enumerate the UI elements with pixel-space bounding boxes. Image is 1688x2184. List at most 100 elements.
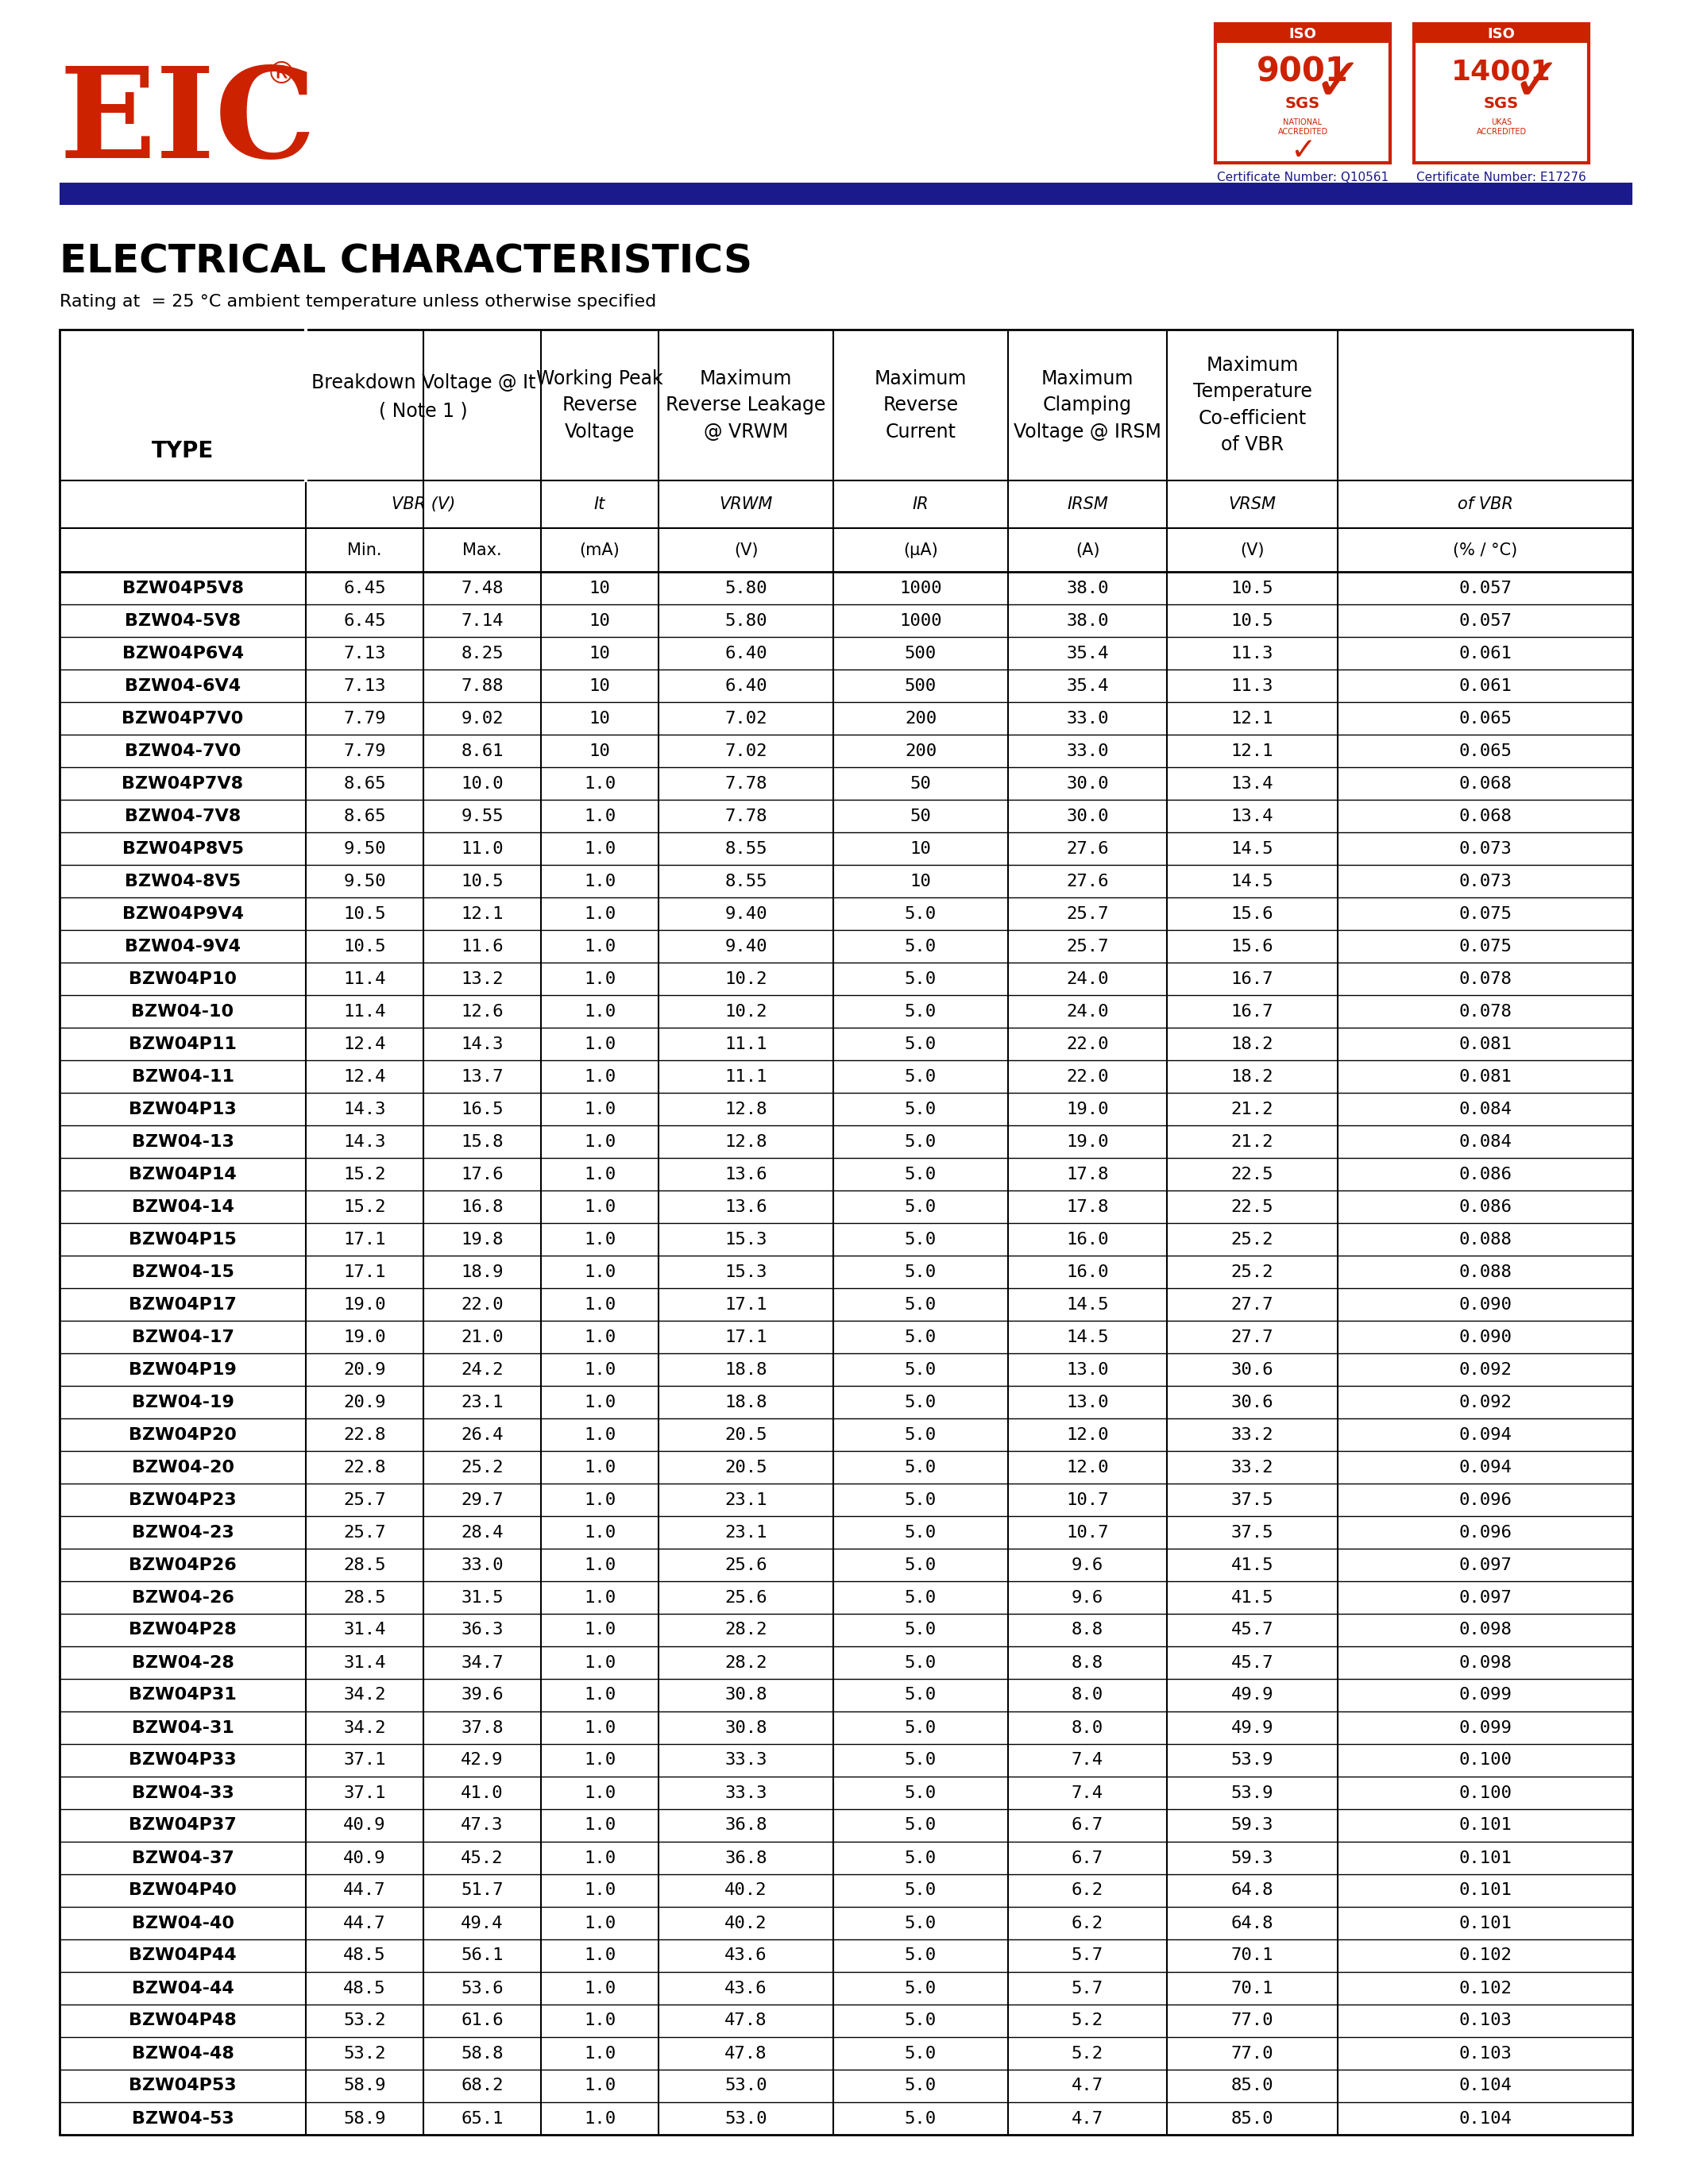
Text: 10.5: 10.5 <box>343 939 387 954</box>
Text: 22.0: 22.0 <box>461 1297 503 1313</box>
Text: 12.1: 12.1 <box>461 906 503 922</box>
Text: 36.8: 36.8 <box>724 1850 766 1865</box>
Text: 43.6: 43.6 <box>724 1948 766 1963</box>
Text: 5.0: 5.0 <box>905 1524 937 1540</box>
Text: 13.0: 13.0 <box>1067 1361 1109 1378</box>
Text: 14.5: 14.5 <box>1067 1330 1109 1345</box>
Text: 45.2: 45.2 <box>461 1850 503 1865</box>
Text: 9.40: 9.40 <box>724 939 766 954</box>
Text: 33.0: 33.0 <box>461 1557 503 1572</box>
Text: BZW04-26: BZW04-26 <box>132 1590 235 1605</box>
Text: 7.78: 7.78 <box>724 808 766 823</box>
Text: 5.0: 5.0 <box>905 1655 937 1671</box>
Text: 17.1: 17.1 <box>343 1265 387 1280</box>
Text: 5.0: 5.0 <box>905 1883 937 1898</box>
Text: 22.8: 22.8 <box>343 1426 387 1444</box>
Text: UKAS
ACCREDITED: UKAS ACCREDITED <box>1477 118 1526 135</box>
Text: 7.13: 7.13 <box>343 677 387 695</box>
Text: 0.097: 0.097 <box>1458 1590 1512 1605</box>
Text: Maximum
Reverse Leakage
@ VRWM: Maximum Reverse Leakage @ VRWM <box>665 369 825 441</box>
Text: Maximum
Clamping
Voltage @ IRSM: Maximum Clamping Voltage @ IRSM <box>1013 369 1161 441</box>
Text: 18.8: 18.8 <box>724 1393 766 1411</box>
Text: 0.102: 0.102 <box>1458 1981 1512 1996</box>
Text: 38.0: 38.0 <box>1067 614 1109 629</box>
Text: 19.0: 19.0 <box>1067 1101 1109 1116</box>
Text: 53.2: 53.2 <box>343 2046 387 2062</box>
Text: 0.057: 0.057 <box>1458 581 1512 596</box>
Text: 53.9: 53.9 <box>1231 1752 1273 1769</box>
Text: 41.0: 41.0 <box>461 1784 503 1802</box>
Text: 8.0: 8.0 <box>1072 1719 1104 1736</box>
Text: 51.7: 51.7 <box>461 1883 503 1898</box>
Text: 1.0: 1.0 <box>584 1035 616 1053</box>
Text: 0.078: 0.078 <box>1458 972 1512 987</box>
Text: 5.0: 5.0 <box>905 1981 937 1996</box>
Text: 15.3: 15.3 <box>724 1232 766 1247</box>
Text: 7.02: 7.02 <box>724 710 766 727</box>
Text: BZW04P19: BZW04P19 <box>128 1361 236 1378</box>
Text: 28.5: 28.5 <box>343 1590 387 1605</box>
Text: 40.2: 40.2 <box>724 1883 766 1898</box>
Text: 1.0: 1.0 <box>584 1719 616 1736</box>
Text: 59.3: 59.3 <box>1231 1817 1273 1832</box>
Text: 0.065: 0.065 <box>1458 743 1512 758</box>
Text: 5.0: 5.0 <box>905 1752 937 1769</box>
Text: 1.0: 1.0 <box>584 1948 616 1963</box>
Text: 0.096: 0.096 <box>1458 1524 1512 1540</box>
Text: 0.103: 0.103 <box>1458 2046 1512 2062</box>
Text: (% / °C): (% / °C) <box>1453 542 1518 557</box>
Text: 7.4: 7.4 <box>1072 1752 1104 1769</box>
Text: BZW04P33: BZW04P33 <box>128 1752 236 1769</box>
Text: 10.5: 10.5 <box>343 906 387 922</box>
Text: 11.3: 11.3 <box>1231 644 1273 662</box>
Text: 1.0: 1.0 <box>584 841 616 856</box>
Text: 11.0: 11.0 <box>461 841 503 856</box>
Text: 11.4: 11.4 <box>343 972 387 987</box>
Text: 1.0: 1.0 <box>584 1981 616 1996</box>
Text: 15.8: 15.8 <box>461 1133 503 1149</box>
Text: 40.9: 40.9 <box>343 1817 387 1832</box>
Text: 33.2: 33.2 <box>1231 1426 1273 1444</box>
Text: 15.2: 15.2 <box>343 1199 387 1214</box>
Text: 26.4: 26.4 <box>461 1426 503 1444</box>
Text: 0.081: 0.081 <box>1458 1035 1512 1053</box>
Text: BZW04P40: BZW04P40 <box>128 1883 236 1898</box>
Text: 30.8: 30.8 <box>724 1688 766 1704</box>
Text: 45.7: 45.7 <box>1231 1655 1273 1671</box>
Text: BZW04P13: BZW04P13 <box>128 1101 236 1116</box>
Text: 8.61: 8.61 <box>461 743 503 758</box>
Text: 11.1: 11.1 <box>724 1068 766 1085</box>
Text: 1.0: 1.0 <box>584 1752 616 1769</box>
Text: 23.1: 23.1 <box>724 1492 766 1507</box>
Text: BZW04-44: BZW04-44 <box>132 1981 235 1996</box>
Text: 5.0: 5.0 <box>905 1492 937 1507</box>
Text: 11.6: 11.6 <box>461 939 503 954</box>
Text: 5.2: 5.2 <box>1072 2046 1104 2062</box>
Text: 22.0: 22.0 <box>1067 1068 1109 1085</box>
Text: 27.6: 27.6 <box>1067 874 1109 889</box>
Text: 19.0: 19.0 <box>1067 1133 1109 1149</box>
Text: 19.0: 19.0 <box>343 1297 387 1313</box>
Text: 37.5: 37.5 <box>1231 1524 1273 1540</box>
Text: 53.0: 53.0 <box>724 2077 766 2094</box>
Text: 1.0: 1.0 <box>584 1199 616 1214</box>
Text: 85.0: 85.0 <box>1231 2110 1273 2127</box>
Text: 23.1: 23.1 <box>724 1524 766 1540</box>
Text: 5.0: 5.0 <box>905 1784 937 1802</box>
Text: 30.0: 30.0 <box>1067 808 1109 823</box>
Text: ✓: ✓ <box>1290 135 1315 166</box>
Text: 25.7: 25.7 <box>1067 906 1109 922</box>
Text: 5.80: 5.80 <box>724 581 766 596</box>
Text: 41.5: 41.5 <box>1231 1590 1273 1605</box>
Text: 10: 10 <box>589 743 611 758</box>
Text: 37.1: 37.1 <box>343 1752 387 1769</box>
Text: 10: 10 <box>589 710 611 727</box>
Text: BZW04P7V8: BZW04P7V8 <box>122 775 243 791</box>
Text: 0.057: 0.057 <box>1458 614 1512 629</box>
Text: 70.1: 70.1 <box>1231 1948 1273 1963</box>
Text: BZW04-28: BZW04-28 <box>132 1655 235 1671</box>
Text: TYPE: TYPE <box>152 439 214 461</box>
Text: 30.0: 30.0 <box>1067 775 1109 791</box>
Text: 0.101: 0.101 <box>1458 1817 1512 1832</box>
Text: 12.1: 12.1 <box>1231 710 1273 727</box>
